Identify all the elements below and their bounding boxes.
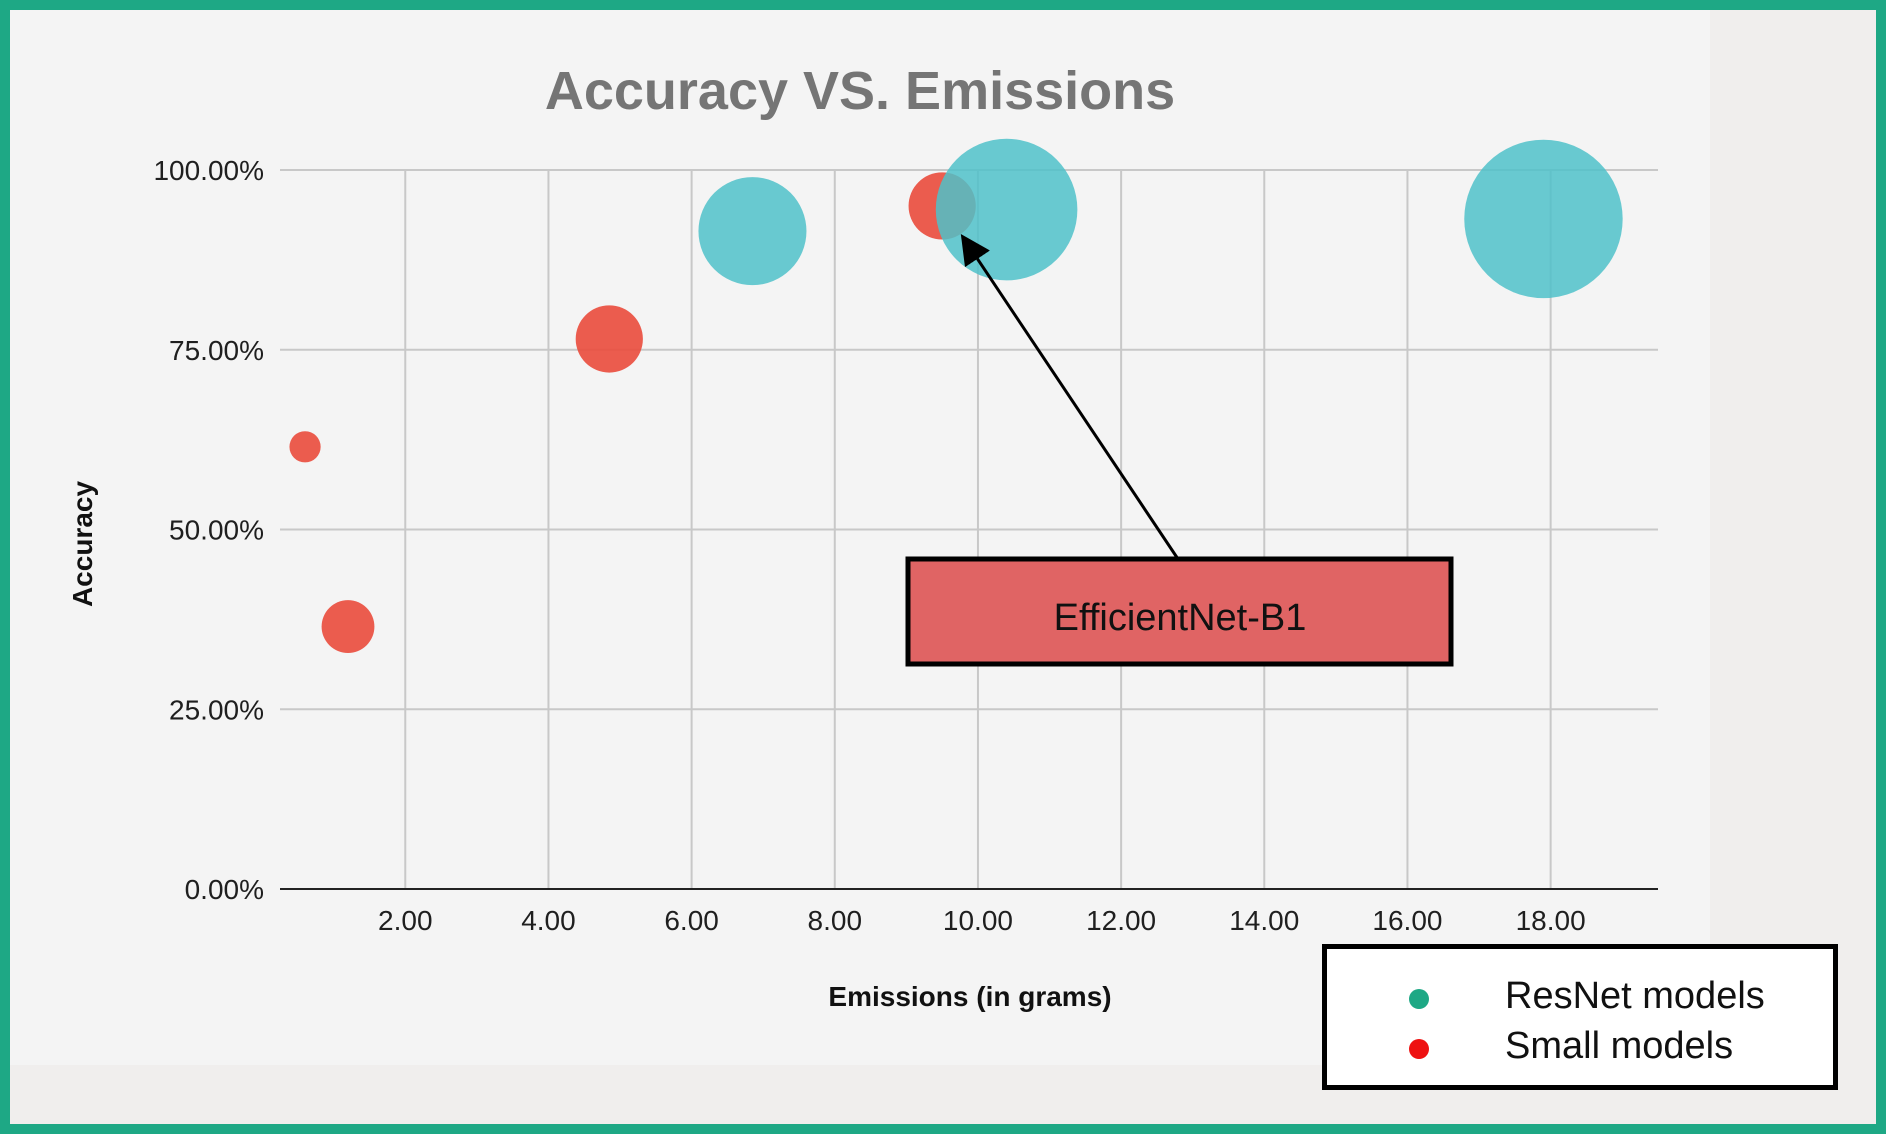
y-tick-label: 25.00% — [169, 694, 264, 725]
legend-label-small-models: Small models — [1505, 1025, 1734, 1067]
x-tick-label: 18.00 — [1516, 905, 1586, 936]
y-tick-label: 100.00% — [153, 155, 264, 186]
legend-dot-resnet — [1409, 989, 1429, 1009]
legend: ResNet models Small models — [1322, 944, 1838, 1090]
x-tick-label: 10.00 — [943, 905, 1013, 936]
grid-lines — [280, 169, 1658, 889]
chart-title: Accuracy VS. Emissions — [545, 61, 1175, 121]
y-tick-label: 0.00% — [185, 874, 264, 905]
axes: 0.00% 25.00% 50.00% 75.00% 100.00% 2.00 4.00 6.… — [153, 155, 1658, 936]
y-tick-label: 50.00% — [169, 515, 264, 546]
annotation-label: EfficientNet-B1 — [1054, 597, 1307, 639]
x-tick-label: 14.00 — [1229, 905, 1299, 936]
x-tick-label: 4.00 — [521, 905, 576, 936]
data-point-small-models — [321, 600, 375, 653]
legend-item-resnet: ResNet models — [1327, 975, 1833, 1033]
legend-label-resnet: ResNet models — [1505, 975, 1765, 1017]
y-tick-label: 75.00% — [169, 335, 264, 366]
legend-item-small-models: Small models — [1327, 1025, 1833, 1083]
legend-dot-small-models — [1409, 1039, 1429, 1059]
y-axis-label: Accuracy — [67, 481, 98, 608]
annotation-box — [905, 556, 1454, 667]
x-axis-label: Emissions (in grams) — [828, 981, 1111, 1012]
x-tick-label: 16.00 — [1372, 905, 1442, 936]
x-tick-label: 6.00 — [664, 905, 719, 936]
data-point-resnet-models — [1464, 139, 1623, 299]
data-point-resnet-models — [698, 177, 807, 286]
data-point-resnet-models — [935, 138, 1078, 281]
x-tick-label: 8.00 — [808, 905, 863, 936]
x-tick-label: 2.00 — [378, 905, 433, 936]
data-points — [289, 138, 1623, 653]
annotation-efficientnet-b1: EfficientNet-B1 — [905, 233, 1454, 667]
x-tick-label: 12.00 — [1086, 905, 1156, 936]
data-point-small-models — [289, 431, 321, 463]
data-point-small-models — [575, 305, 643, 373]
annotation-arrow — [960, 233, 1180, 560]
